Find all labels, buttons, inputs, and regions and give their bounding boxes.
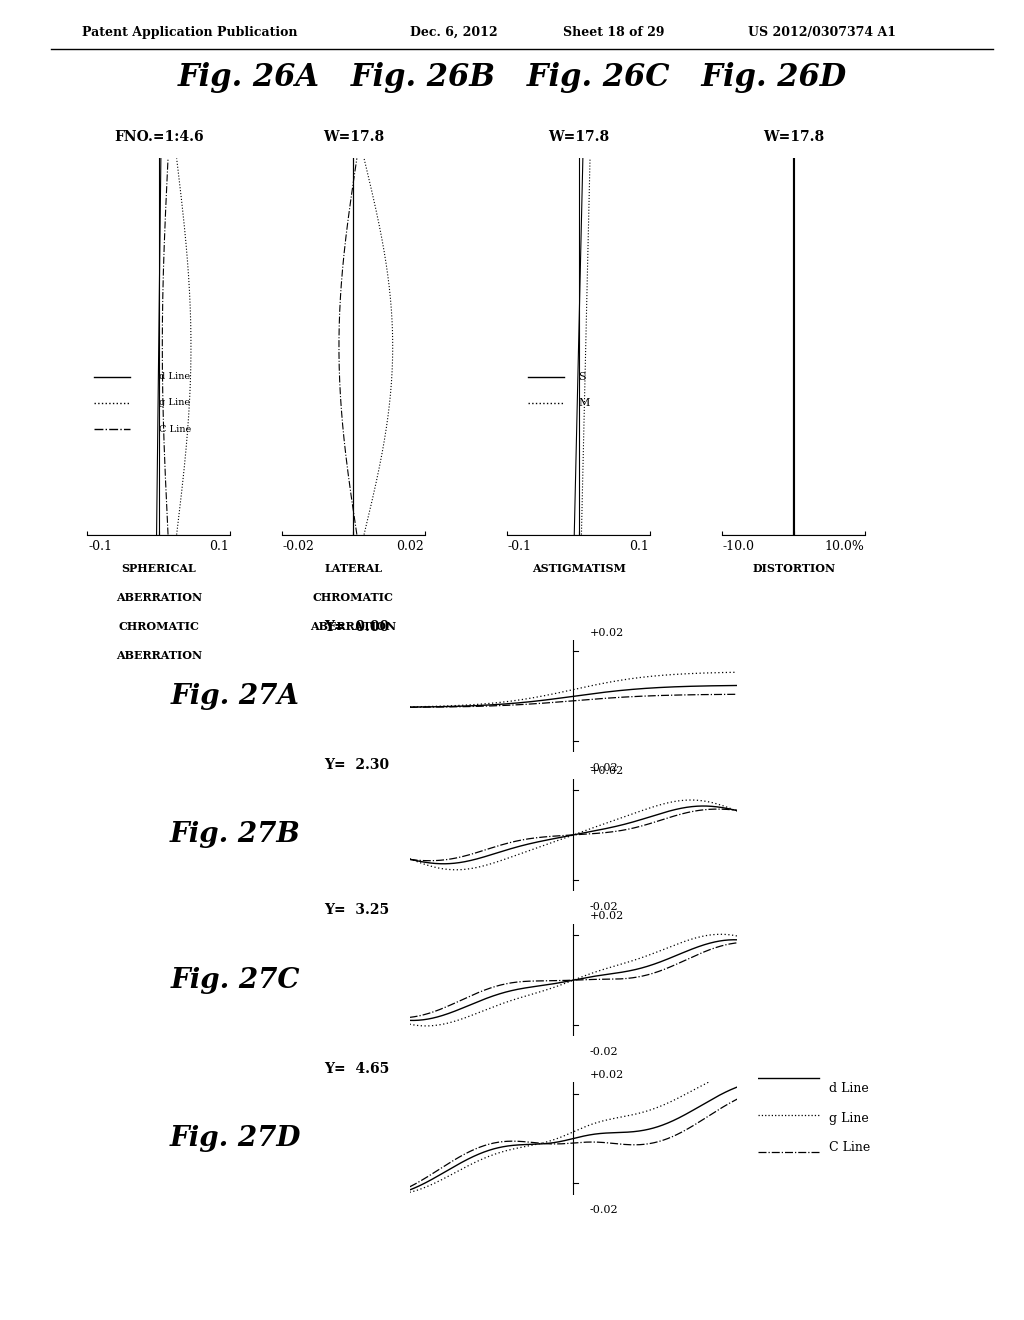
Text: Patent Application Publication: Patent Application Publication — [82, 25, 297, 38]
Text: C Line: C Line — [159, 425, 190, 434]
Text: SPHERICAL: SPHERICAL — [122, 562, 196, 574]
Text: Y=  2.30: Y= 2.30 — [324, 758, 389, 772]
Text: 0.02: 0.02 — [396, 540, 424, 553]
Text: -0.02: -0.02 — [283, 540, 314, 553]
Text: M: M — [579, 397, 590, 408]
Text: Fig. 27D: Fig. 27D — [170, 1125, 301, 1152]
Text: g Line: g Line — [159, 399, 189, 408]
Text: 0.1: 0.1 — [630, 540, 649, 553]
Text: DISTORTION: DISTORTION — [752, 562, 836, 574]
Text: Sheet 18 of 29: Sheet 18 of 29 — [563, 25, 665, 38]
Text: +0.02: +0.02 — [590, 911, 624, 921]
Text: W=17.8: W=17.8 — [548, 131, 609, 144]
Text: Fig. 26A   Fig. 26B   Fig. 26C   Fig. 26D: Fig. 26A Fig. 26B Fig. 26C Fig. 26D — [177, 62, 847, 92]
Text: ABERRATION: ABERRATION — [116, 591, 202, 603]
Text: ABERRATION: ABERRATION — [116, 649, 202, 661]
Text: -0.02: -0.02 — [590, 1047, 618, 1057]
Text: -0.1: -0.1 — [88, 540, 112, 553]
Text: ABERRATION: ABERRATION — [310, 620, 396, 632]
Text: 10.0%: 10.0% — [824, 540, 864, 553]
Text: +0.02: +0.02 — [590, 627, 624, 638]
Text: 0.1: 0.1 — [210, 540, 229, 553]
Text: Fig. 27A: Fig. 27A — [171, 682, 300, 710]
Text: LATERAL: LATERAL — [325, 562, 382, 574]
Text: -0.02: -0.02 — [590, 1205, 618, 1216]
Text: Y=  4.65: Y= 4.65 — [324, 1061, 389, 1076]
Text: US 2012/0307374 A1: US 2012/0307374 A1 — [748, 25, 896, 38]
Text: d Line: d Line — [829, 1082, 869, 1096]
Text: -0.02: -0.02 — [590, 763, 618, 774]
Text: d Line: d Line — [159, 372, 189, 381]
Text: W=17.8: W=17.8 — [323, 131, 384, 144]
Text: -0.1: -0.1 — [508, 540, 531, 553]
Text: Fig. 27C: Fig. 27C — [171, 966, 300, 994]
Text: ASTIGMATISM: ASTIGMATISM — [531, 562, 626, 574]
Text: Dec. 6, 2012: Dec. 6, 2012 — [410, 25, 498, 38]
Text: CHROMATIC: CHROMATIC — [313, 591, 393, 603]
Text: Y=  3.25: Y= 3.25 — [324, 903, 389, 917]
Text: CHROMATIC: CHROMATIC — [119, 620, 199, 632]
Text: Fig. 27B: Fig. 27B — [170, 821, 301, 849]
Text: +0.02: +0.02 — [590, 766, 624, 776]
Text: Y=  0.00: Y= 0.00 — [324, 619, 389, 634]
Text: -10.0: -10.0 — [723, 540, 755, 553]
Text: +0.02: +0.02 — [590, 1069, 624, 1080]
Text: W=17.8: W=17.8 — [763, 131, 824, 144]
Text: S: S — [579, 372, 586, 381]
Text: FNO.=1:4.6: FNO.=1:4.6 — [114, 131, 204, 144]
Text: C Line: C Line — [829, 1140, 870, 1154]
Text: -0.02: -0.02 — [590, 902, 618, 912]
Text: g Line: g Line — [829, 1111, 869, 1125]
